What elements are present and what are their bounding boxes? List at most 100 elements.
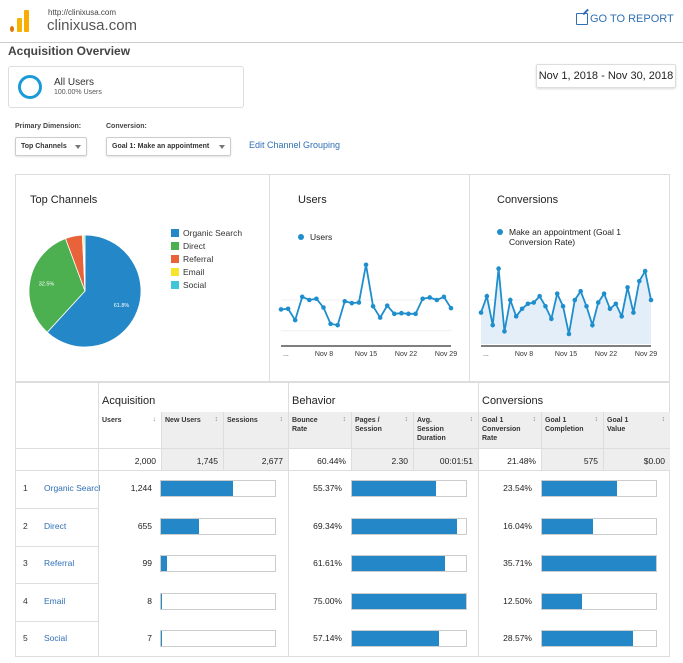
legend-dot-icon <box>497 229 503 235</box>
column-header-label: Goal 1 Conversion Rate <box>482 417 521 442</box>
edit-channel-grouping-link[interactable]: Edit Channel Grouping <box>249 140 341 150</box>
row-divider <box>16 620 98 622</box>
data-point <box>607 306 613 312</box>
bounce-bar <box>351 555 467 572</box>
data-point <box>413 311 418 317</box>
channel-link[interactable]: Email <box>44 595 66 606</box>
bounce-bar <box>351 592 467 610</box>
bounce-rate-value: 75.00% <box>313 595 342 606</box>
x-tick-label: Nov 22 <box>395 351 417 358</box>
total-value: 60.44% <box>317 456 346 466</box>
legend-item-email: Email <box>171 265 242 278</box>
data-point <box>399 310 404 316</box>
column-header[interactable]: Goal 1 Conversion Rate ↕ <box>479 412 541 448</box>
users-legend: Users <box>298 232 332 242</box>
series-line <box>280 264 452 327</box>
row-number: 5 <box>23 633 28 643</box>
channel-link[interactable]: Direct <box>44 520 67 531</box>
data-point <box>590 322 595 328</box>
bounce-rate-value: 61.61% <box>313 558 342 568</box>
data-point <box>560 303 566 309</box>
row-divider <box>16 448 669 449</box>
x-tick-label: Nov 22 <box>595 351 617 358</box>
x-tick-label: Nov 29 <box>435 351 457 358</box>
column-header-label: Goal 1 Value <box>607 417 629 433</box>
x-tick-label: ... <box>483 351 489 358</box>
table-row[interactable]: 2 Direct 655 69.34% 16.04% <box>16 509 669 546</box>
conversion-bar <box>541 592 657 610</box>
total-value: 00:01:51 <box>413 449 478 470</box>
column-header[interactable]: Users ↓ <box>99 412 161 448</box>
users-line-chart: ... Nov 8 Nov 15 Nov 22 Nov 29 <box>278 262 457 358</box>
column-header[interactable]: Sessions ↕ <box>223 412 288 448</box>
column-header[interactable]: Avg. Session Duration ↕ <box>413 412 478 448</box>
data-point <box>278 307 284 312</box>
legend-label: Organic Search <box>183 227 243 238</box>
group-title-acquisition: Acquisition <box>102 395 156 407</box>
column-header[interactable]: Goal 1 Completion ↕ <box>541 412 603 448</box>
data-point <box>578 288 583 294</box>
table-row[interactable]: 5 Social 7 57.14% 28.57% <box>16 621 669 658</box>
data-point <box>613 301 619 307</box>
area-fill <box>481 268 651 344</box>
column-header-label: Avg. Session Duration <box>417 417 446 442</box>
x-tick-label: Nov 29 <box>635 351 657 358</box>
primary-dimension-select[interactable]: Top Channels <box>15 137 87 156</box>
site-name: clinixusa.com <box>47 17 138 34</box>
top-channels-pie: 61.8% 32.5% <box>28 234 142 348</box>
data-point <box>377 315 383 320</box>
bounce-bar <box>351 630 467 647</box>
total-value: $0.00 <box>603 449 670 470</box>
row-number: 2 <box>23 520 28 531</box>
data-point <box>420 296 425 302</box>
date-range-picker[interactable]: Nov 1, 2018 - Nov 30, 2018 <box>536 64 676 88</box>
conversion-bar <box>541 630 657 647</box>
column-header[interactable]: Pages / Session ↕ <box>351 412 413 448</box>
row-number: 1 <box>23 483 28 493</box>
channel-link[interactable]: Organic Search <box>44 483 100 493</box>
users-bar <box>160 555 276 572</box>
go-to-report-link[interactable]: GO TO REPORT <box>576 13 674 25</box>
data-point <box>554 291 560 297</box>
sort-arrow-icon: ↕ <box>342 416 347 423</box>
bounce-bar-fill <box>352 518 457 534</box>
x-tick-label: ... <box>283 351 289 358</box>
total-value: 21.48% <box>507 456 536 466</box>
row-divider <box>16 545 98 547</box>
table-row[interactable]: 4 Email 8 75.00% 12.50% <box>16 584 669 621</box>
conversions-line-chart: ... Nov 8 Nov 15 Nov 22 Nov 29 <box>478 266 657 358</box>
primary-dimension-value: Top Channels <box>21 143 67 150</box>
data-point <box>342 298 348 304</box>
users-bar <box>160 592 276 610</box>
table-row[interactable]: 1 Organic Search 1,244 55.37% 23.54% <box>16 471 669 508</box>
data-point <box>508 297 513 303</box>
go-to-report-label: GO TO REPORT <box>590 13 674 25</box>
column-header[interactable]: Bounce Rate ↕ <box>289 412 351 448</box>
column-header[interactable]: New Users ↕ <box>161 412 223 448</box>
conversion-bar <box>541 480 657 497</box>
legend-swatch <box>171 228 179 237</box>
column-header-label: Goal 1 Completion <box>545 417 584 433</box>
data-point <box>490 322 496 328</box>
users-bar-fill <box>161 518 199 534</box>
total-value: 2,000 <box>134 456 156 466</box>
conversion-bar <box>541 517 657 535</box>
channel-link[interactable]: Social <box>44 633 68 643</box>
data-point <box>448 305 454 311</box>
header-divider <box>0 42 683 43</box>
chevron-down-icon <box>75 145 81 149</box>
column-header-label: Sessions <box>227 417 258 424</box>
column-header[interactable]: Goal 1 Value ↕ <box>603 412 670 448</box>
conversion-select[interactable]: Goal 1: Make an appointment <box>106 137 231 156</box>
bounce-bar-fill <box>352 631 439 646</box>
segment-card[interactable] <box>8 66 244 108</box>
data-point <box>314 296 319 302</box>
chevron-down-icon <box>219 145 225 149</box>
legend-item-referral: Referral <box>171 252 242 265</box>
table-row[interactable]: 3 Referral 99 61.61% 35.71% <box>16 546 669 583</box>
column-header-label: New Users <box>165 417 201 424</box>
channel-link[interactable]: Referral <box>44 558 75 568</box>
data-point <box>427 295 433 300</box>
conversion-bar-fill <box>542 593 582 609</box>
data-point <box>484 293 490 299</box>
